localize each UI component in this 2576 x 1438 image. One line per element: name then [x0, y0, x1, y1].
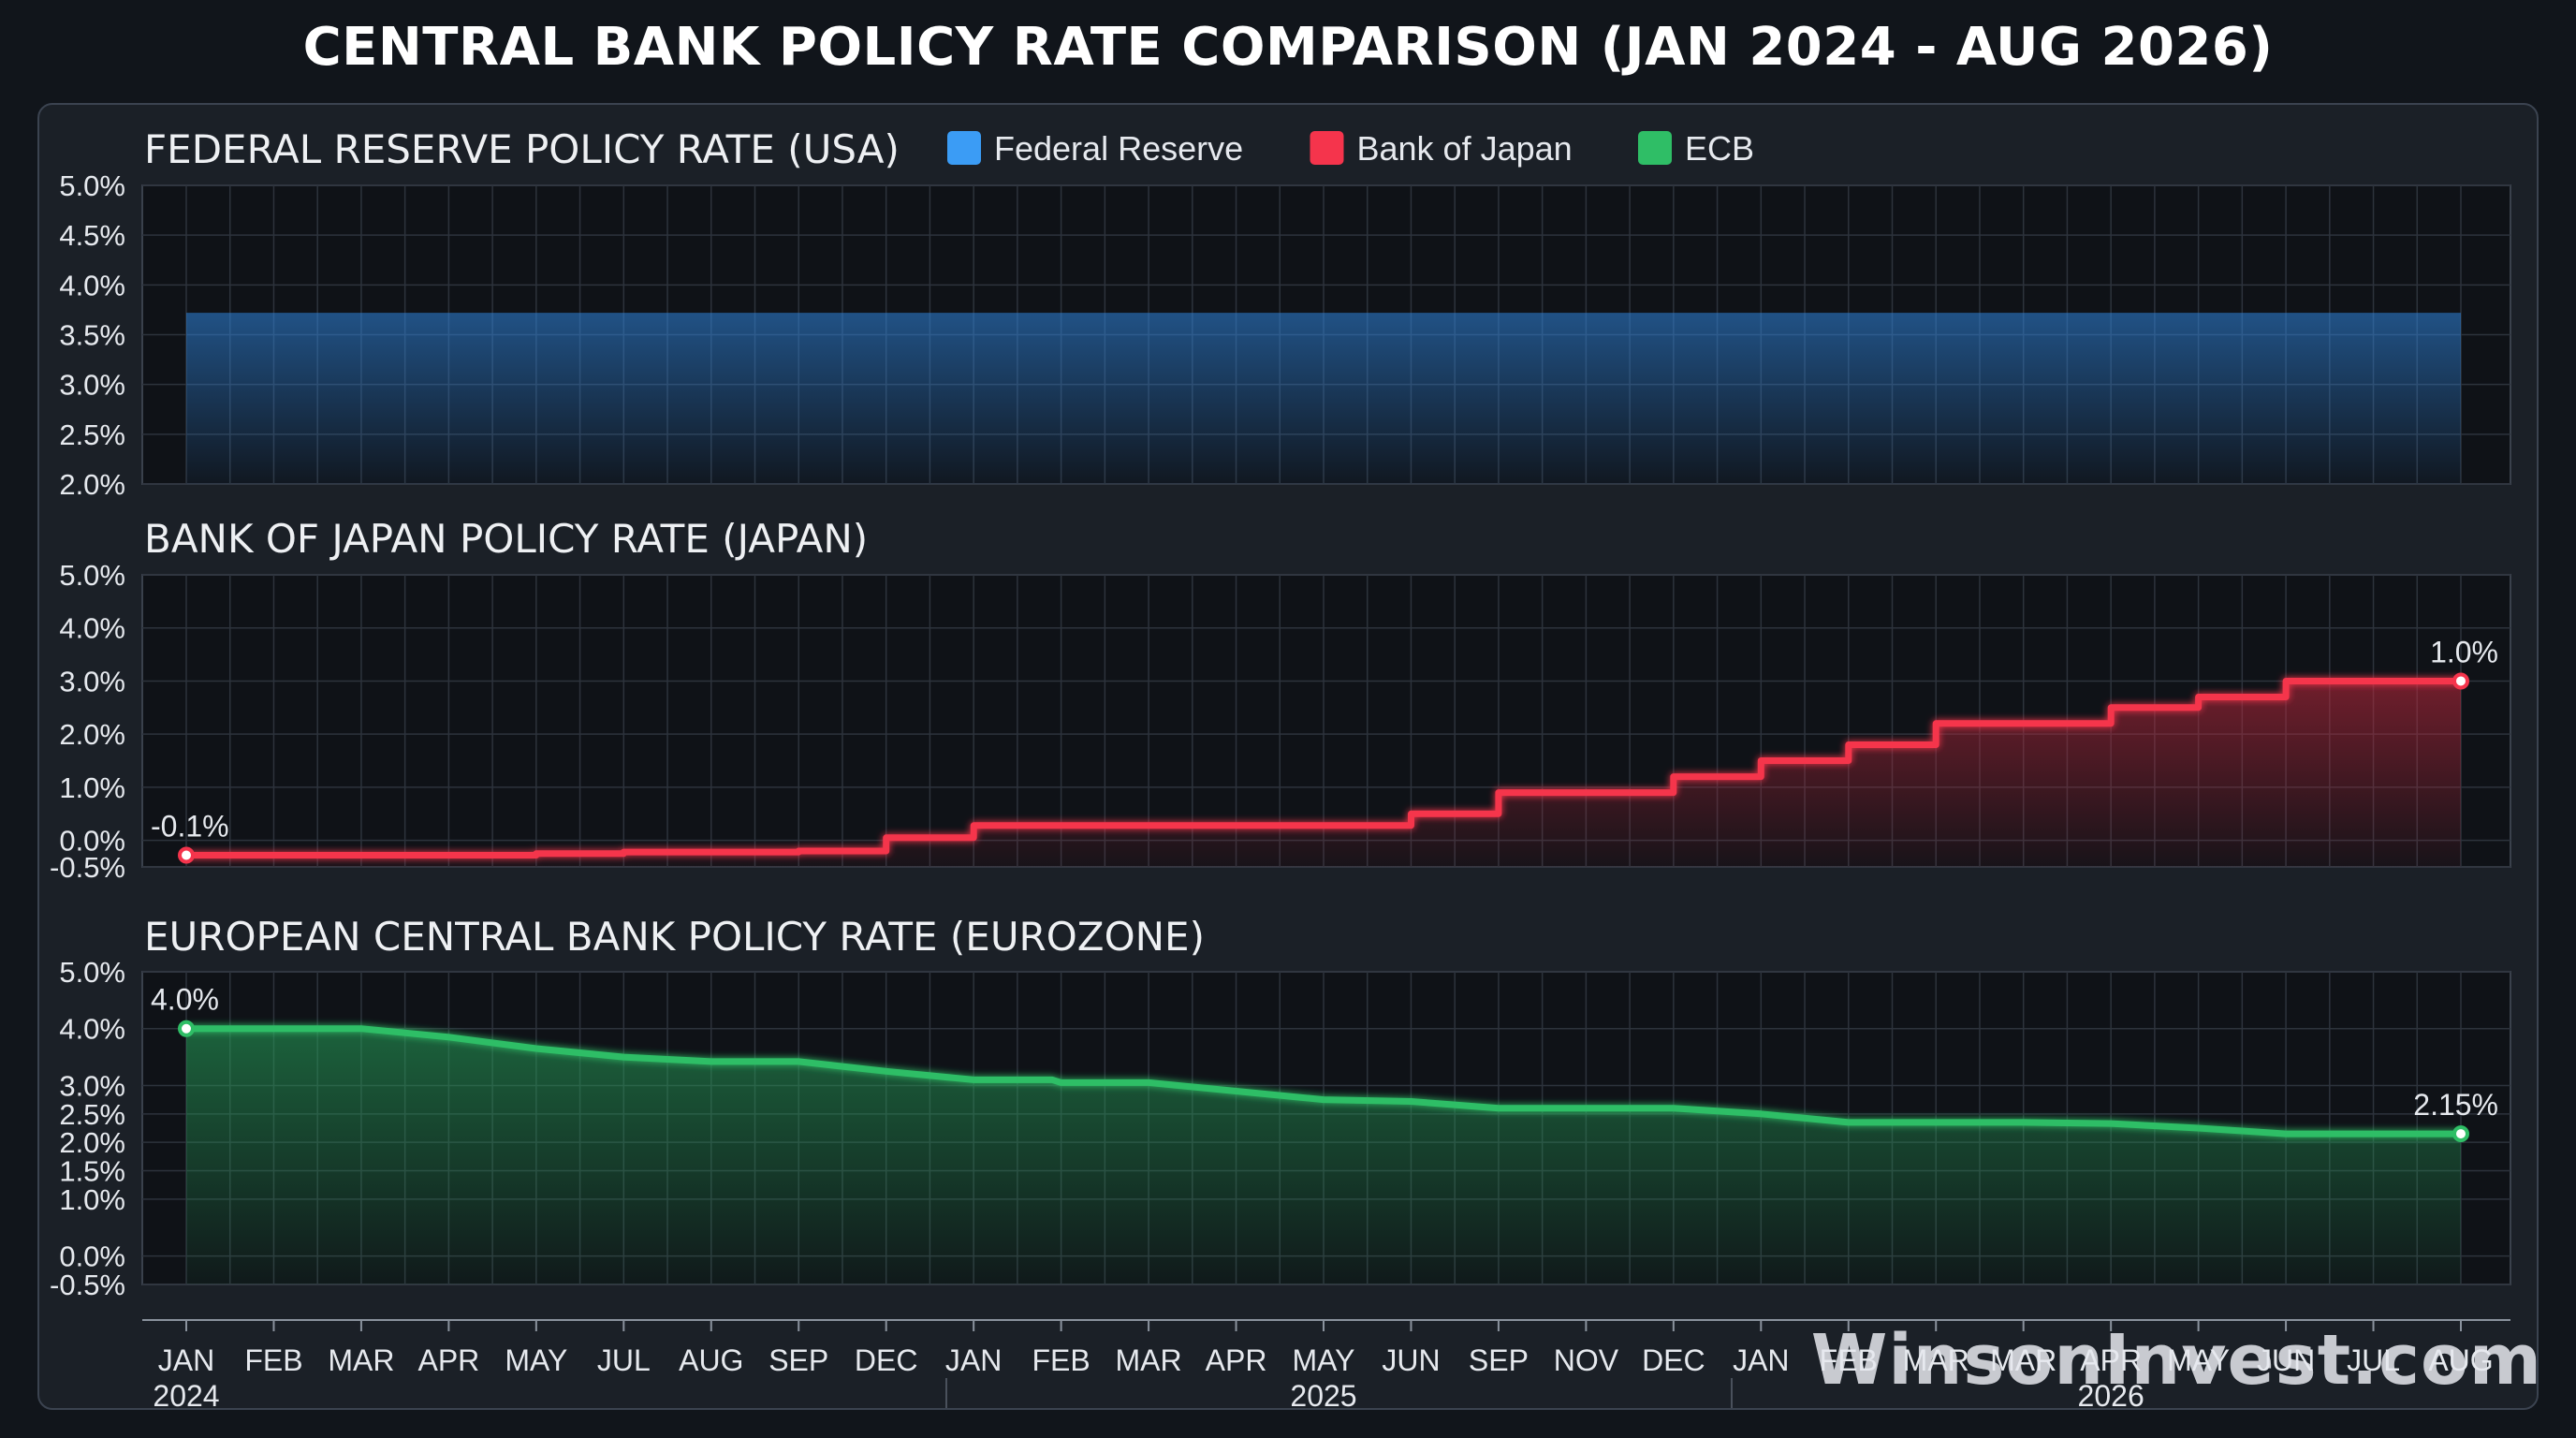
x-tick-label: MAR	[328, 1343, 394, 1377]
series-area	[186, 313, 2461, 484]
x-tick-label: MAR	[1116, 1343, 1182, 1377]
data-point-marker	[178, 846, 195, 864]
x-tick-label: FEB	[1820, 1343, 1878, 1377]
x-tick-label: NOV	[1554, 1343, 1619, 1377]
legend-swatch	[1310, 131, 1344, 165]
y-tick-label: 4.0%	[59, 1013, 125, 1046]
x-tick-label: JUN	[2257, 1343, 2315, 1377]
y-tick-label: 2.5%	[59, 418, 125, 451]
y-tick-label: 0.0%	[59, 825, 125, 858]
x-tick-label: MAY	[505, 1343, 567, 1377]
x-tick-label: MAY	[1293, 1343, 1355, 1377]
y-tick-label: 3.0%	[59, 369, 125, 402]
chart-canvas: 5.0%4.5%4.0%3.5%3.0%2.5%2.0%FEDERAL RESE…	[50, 126, 2511, 1408]
x-tick-label: FEB	[244, 1343, 302, 1377]
y-tick-label: 2.0%	[59, 718, 125, 751]
y-tick-label: 4.0%	[59, 269, 125, 301]
y-tick-label: 3.5%	[59, 319, 125, 352]
data-label: -0.1%	[151, 810, 229, 844]
data-point-marker	[178, 1020, 195, 1037]
y-tick-label: 1.0%	[59, 1183, 125, 1216]
watermark: WinsonInvest.com	[1810, 1320, 2542, 1401]
chart-panel: 5.0% 4.5% 4.0% 3.5% 3.0% 2.5% 2.0% FEDERAL RESE…	[37, 103, 2539, 1410]
year-label: 2026	[2078, 1379, 2144, 1408]
x-tick-label: JUL	[2347, 1343, 2400, 1377]
data-label: 1.0%	[2430, 635, 2498, 668]
series-line	[186, 1025, 2461, 1137]
y-tick-label: -0.5%	[50, 851, 125, 884]
y-tick-label: 4.5%	[59, 219, 125, 252]
x-tick-label: DEC	[855, 1343, 918, 1377]
y-tick-label: 2.5%	[59, 1098, 125, 1131]
data-label: 4.0%	[151, 983, 219, 1017]
y-tick-label: 1.0%	[59, 771, 125, 804]
data-point-marker	[2452, 1125, 2469, 1143]
x-tick-label: AUG	[679, 1343, 743, 1377]
page-title: CENTRAL BANK POLICY RATE COMPARISON (JAN…	[302, 17, 2274, 78]
panel-title: FEDERAL RESERVE POLICY RATE (USA)	[144, 126, 900, 172]
series-area	[186, 1028, 2461, 1284]
x-tick-label: APR	[2080, 1343, 2142, 1377]
x-tick-label: MAY	[2167, 1343, 2230, 1377]
x-tick-label: JUL	[597, 1343, 651, 1377]
panel-title: BANK OF JAPAN POLICY RATE (JAPAN)	[144, 516, 868, 562]
legend-swatch	[947, 131, 981, 165]
x-tick-label: JAN	[1733, 1343, 1789, 1377]
x-tick-label: SEP	[1469, 1343, 1529, 1377]
x-tick-label: MAR	[1990, 1343, 2056, 1377]
x-tick-label: JUN	[1382, 1343, 1440, 1377]
x-tick-label: SEP	[768, 1343, 828, 1377]
x-tick-label: JAN	[945, 1343, 1002, 1377]
y-tick-label: 0.0%	[59, 1240, 125, 1273]
x-tick-label: DEC	[1642, 1343, 1705, 1377]
y-tick-label: 5.0%	[59, 559, 125, 592]
y-tick-label: 5.0%	[59, 956, 125, 989]
y-tick-label: 2.0%	[59, 468, 125, 501]
legend-swatch	[1638, 131, 1672, 165]
y-tick-label: 5.0%	[59, 169, 125, 202]
series-area	[186, 681, 2461, 867]
legend-label: Bank of Japan	[1357, 129, 1573, 168]
legend-label: Federal Reserve	[994, 129, 1243, 168]
x-tick-label: AUG	[2428, 1343, 2493, 1377]
legend-label: ECB	[1685, 129, 1754, 168]
y-tick-label: 3.0%	[59, 665, 125, 697]
y-tick-label: 2.0%	[59, 1126, 125, 1159]
x-tick-label: JAN	[158, 1343, 214, 1377]
y-tick-label: 3.0%	[59, 1069, 125, 1102]
year-label: 2024	[153, 1379, 219, 1408]
panel-title: EUROPEAN CENTRAL BANK POLICY RATE (EUROZ…	[144, 914, 1205, 960]
data-label: 2.15%	[2413, 1088, 2498, 1122]
y-tick-label: 4.0%	[59, 612, 125, 645]
y-tick-label: -0.5%	[50, 1269, 125, 1301]
data-point-marker	[2452, 672, 2469, 690]
x-tick-label: APR	[417, 1343, 479, 1377]
x-tick-label: APR	[1206, 1343, 1267, 1377]
x-tick-label: FEB	[1032, 1343, 1090, 1377]
y-tick-label: 1.5%	[59, 1155, 125, 1188]
series-line	[186, 678, 2461, 858]
x-tick-label: MAR	[1903, 1343, 1969, 1377]
year-label: 2025	[1290, 1379, 1356, 1408]
